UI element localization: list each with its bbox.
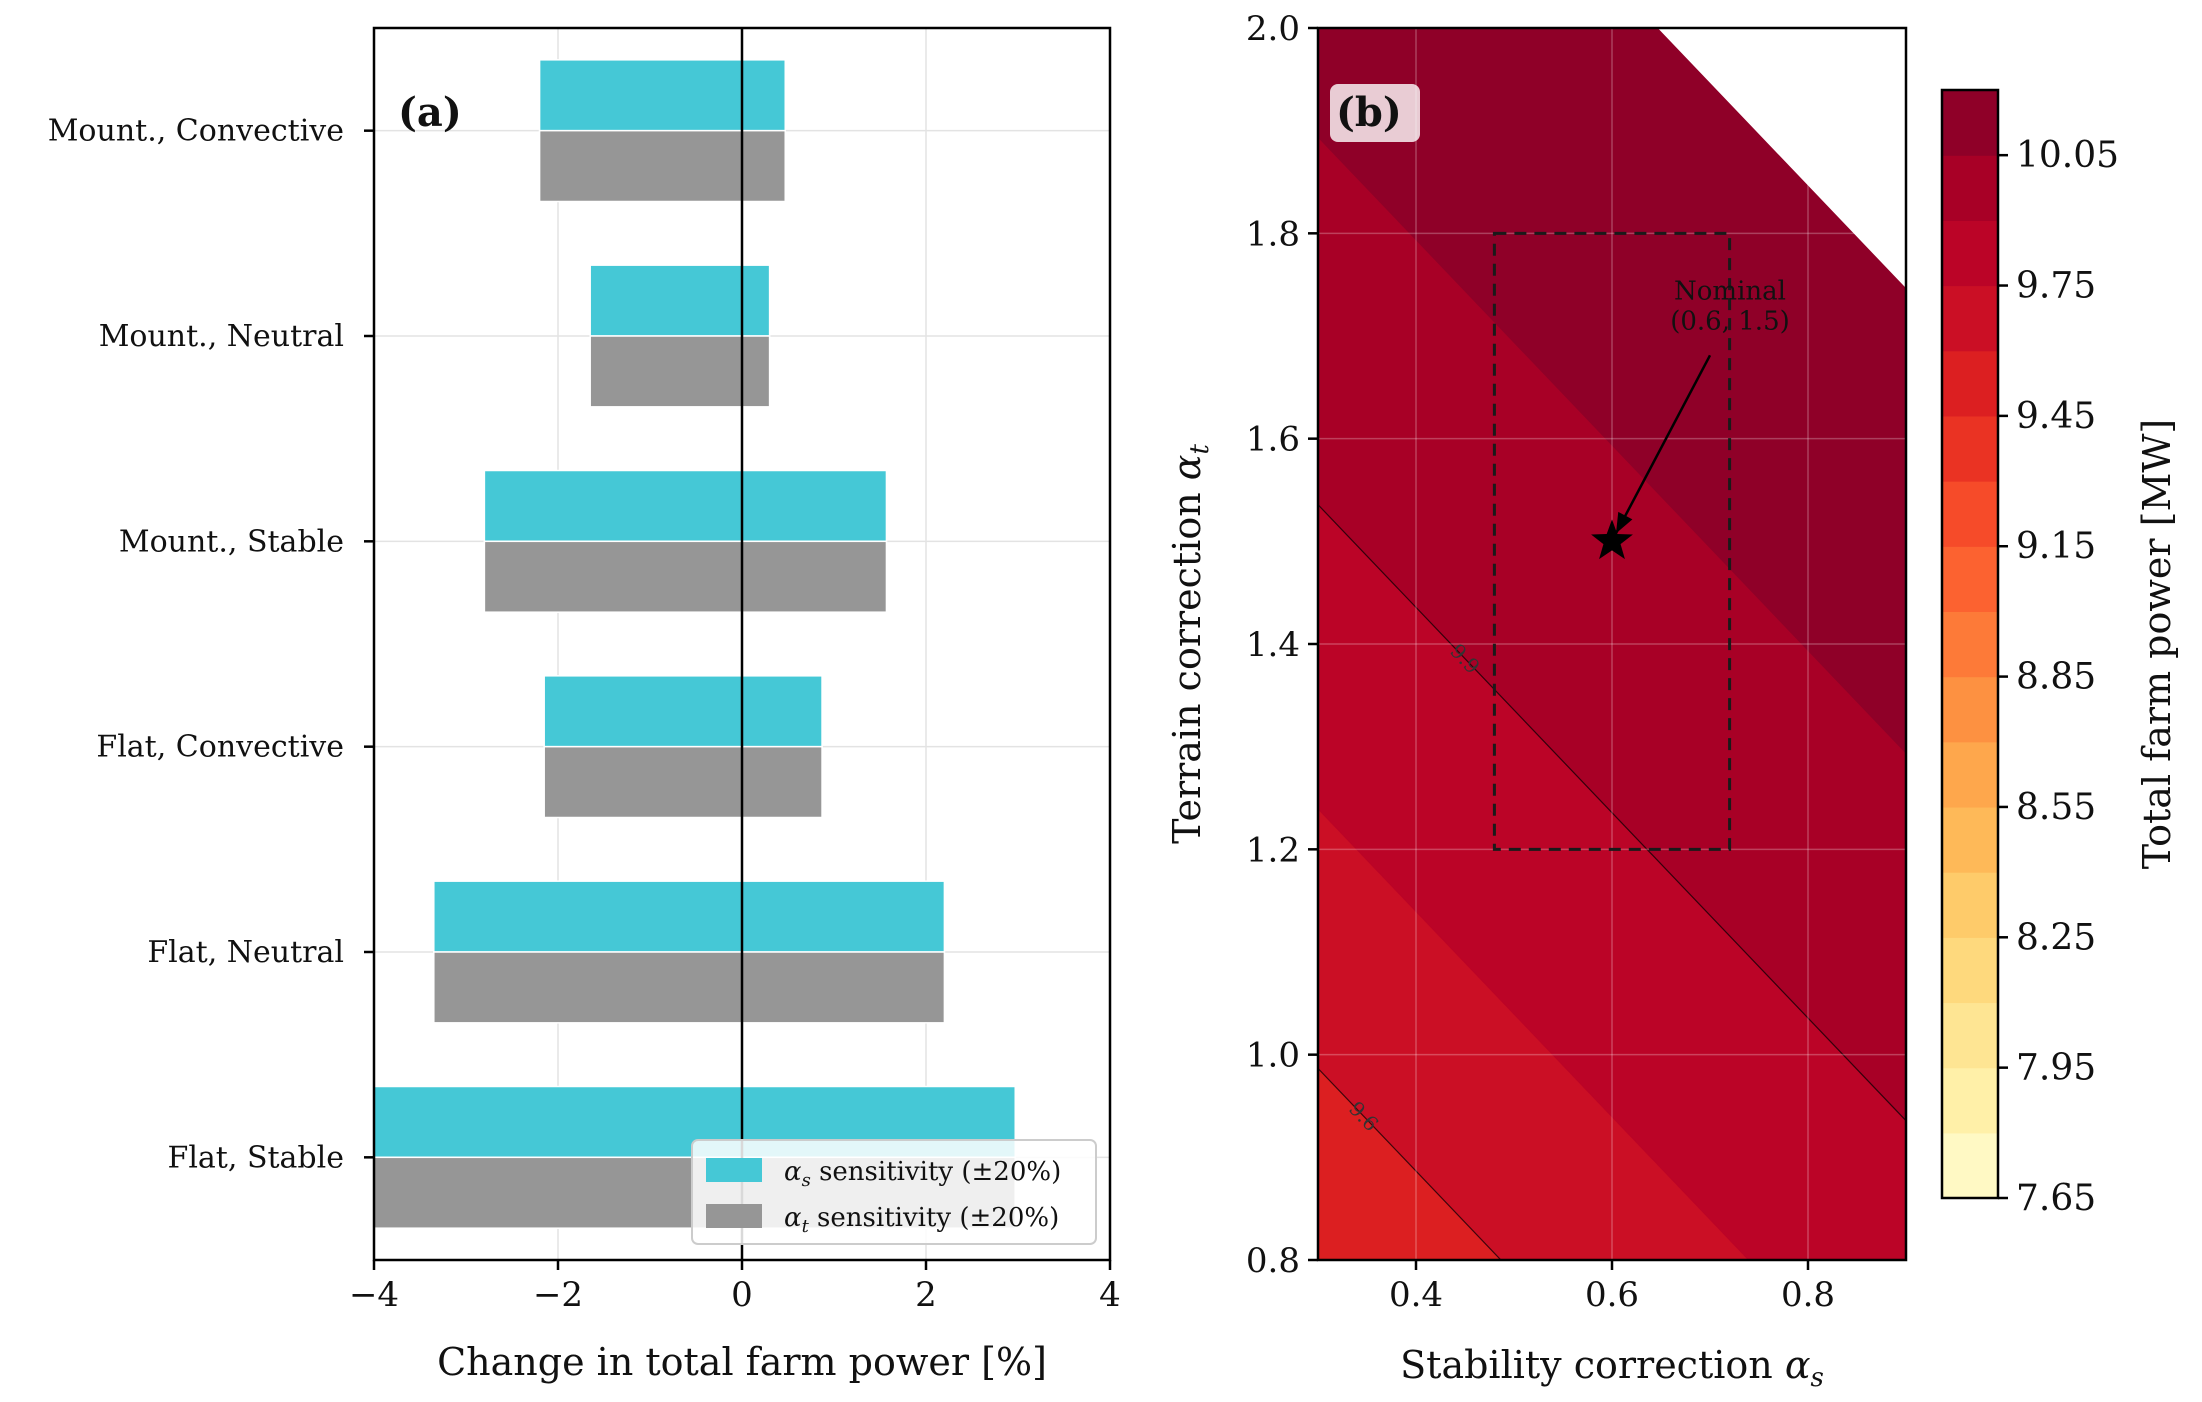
- y-tick-label: 1.0: [1246, 1036, 1300, 1076]
- category-labels: Mount., Convective Mount., Neutral Mount.,…: [48, 114, 374, 1175]
- category-label: Mount., Neutral: [99, 319, 344, 354]
- colorbar-label: Total farm power [MW]: [2135, 419, 2179, 870]
- colorbar-cell: [1942, 285, 1998, 352]
- colorbar-cell: [1942, 155, 1998, 221]
- x-tick-label: 0.6: [1585, 1275, 1639, 1315]
- colorbar-tick-label: 7.95: [2016, 1048, 2096, 1089]
- nominal-range-box: [1492, 231, 1732, 851]
- bar-alpha-t: [433, 951, 946, 1024]
- x-tick-label: 2: [915, 1275, 937, 1315]
- contour-lines: [1318, 504, 1906, 1260]
- colorbar-cell: [1942, 806, 1998, 873]
- contour-line: [1318, 1067, 1502, 1260]
- contour-grid: [1318, 28, 1906, 1260]
- bar-alpha-t: [543, 745, 823, 819]
- colorbar-tick-label: 9.75: [2016, 266, 2096, 307]
- colorbar-frame: [1940, 88, 2000, 1200]
- x-tick-label: 4: [1099, 1275, 1121, 1315]
- bar-alpha-t: [538, 129, 786, 203]
- y-tick-label: 1.6: [1246, 420, 1300, 460]
- category-label: Flat, Convective: [96, 730, 344, 765]
- colorbar-cell: [1942, 481, 1998, 547]
- panel-label-a: (a): [398, 89, 462, 136]
- legend-swatch-alpha-t: [706, 1204, 762, 1228]
- colorbar-cell: [1942, 676, 1998, 743]
- colorbar-ticks: 7.65 7.95 8.25 8.55 8.85 9.15 9.45 9.75 10.05: [1998, 135, 2119, 1219]
- contour-x-ticks: 0.4 0.6 0.8: [1389, 1260, 1835, 1315]
- y-tick-label: 0.8: [1246, 1241, 1300, 1281]
- category-label: Flat, Stable: [168, 1140, 344, 1175]
- contour-y-axis-label: Terrain correction αt: [1165, 444, 1215, 844]
- bar-alpha-s: [589, 264, 771, 337]
- legend-label-alpha-t: αt sensitivity (±20%): [784, 1203, 1059, 1237]
- bar-alpha-s: [433, 880, 946, 953]
- bar-alpha-s: [483, 469, 888, 543]
- tornado-frame: [372, 26, 1112, 1262]
- colorbar-tick-label: 9.45: [2016, 396, 2096, 437]
- colorbar-tick-label: 8.55: [2016, 787, 2096, 828]
- bar-alpha-t: [483, 540, 888, 613]
- colorbar-cells: [1942, 90, 1998, 1199]
- colorbar-cell: [1942, 1132, 1998, 1199]
- category-label: Flat, Neutral: [147, 935, 344, 970]
- colorbar-cell: [1942, 350, 1998, 417]
- colorbar-cell: [1942, 741, 1998, 808]
- colorbar-cell: [1942, 415, 1998, 482]
- contour-y-ticks: 0.8 1.0 1.2 1.4 1.6 1.8 2.0: [1246, 9, 1318, 1281]
- nominal-star-marker: [1591, 519, 1633, 560]
- colorbar-cell: [1942, 1067, 1998, 1134]
- x-tick-label: 0.4: [1389, 1275, 1443, 1315]
- x-tick-label: −4: [349, 1275, 399, 1315]
- category-label: Mount., Stable: [119, 524, 344, 559]
- x-axis-ticks: −4 −2 0 2 4: [349, 1260, 1121, 1315]
- y-tick-label: 1.8: [1246, 214, 1300, 254]
- colorbar-cell: [1942, 1002, 1998, 1069]
- y-tick-label: 1.2: [1246, 830, 1300, 870]
- panel-label-b-box: [1330, 84, 1420, 142]
- colorbar: 7.65 7.95 8.25 8.55 8.85 9.15 9.45 9.75 10.05 To…: [1940, 88, 2179, 1219]
- x-axis-label: Change in total farm power [%]: [437, 1340, 1047, 1384]
- colorbar-cell: [1942, 90, 1998, 156]
- colorbar-cell: [1942, 220, 1998, 287]
- contour-x-axis-label: Stability correction αs: [1400, 1343, 1824, 1393]
- legend-label-alpha-s: αs sensitivity (±20%): [784, 1157, 1061, 1191]
- colorbar-cell: [1942, 937, 1998, 1004]
- contour-line: [1318, 504, 1906, 1122]
- bar-alpha-s: [543, 675, 823, 748]
- colorbar-cell: [1942, 611, 1998, 678]
- x-tick-label: 0.8: [1781, 1275, 1835, 1315]
- contour-band: [1318, 28, 1906, 754]
- y-tick-label: 2.0: [1246, 9, 1300, 49]
- legend-box: [691, 1139, 1097, 1245]
- nominal-arrow: [1614, 354, 1712, 534]
- legend: αs sensitivity (±20%) αt sensitivity (±2…: [691, 1139, 1097, 1245]
- nominal-arrow-head: [1616, 511, 1633, 534]
- nominal-label: Nominal: [1674, 276, 1786, 306]
- x-tick-label: 0: [731, 1275, 753, 1315]
- nominal-annotation: Nominal (0.6, 1.5): [1591, 276, 1790, 560]
- colorbar-cell: [1942, 872, 1998, 938]
- colorbar-tick-label: 8.85: [2016, 657, 2096, 698]
- legend-swatch-alpha-s: [706, 1158, 762, 1182]
- colorbar-cell: [1942, 546, 1998, 613]
- panel-label-b: (b): [1336, 89, 1402, 136]
- x-tick-label: −2: [533, 1275, 583, 1315]
- y-tick-label: 1.4: [1246, 625, 1300, 665]
- colorbar-tick-label: 9.15: [2016, 526, 2096, 567]
- bar-alpha-t: [589, 335, 771, 408]
- category-label: Mount., Convective: [48, 114, 344, 149]
- tornado-chart: Mount., Convective Mount., Neutral Mount.,…: [48, 26, 1121, 1384]
- contour-chart: 9.69.9 Nominal (0.6, 1.5) 0.4 0.6 0.8 0.81…: [1165, 9, 2179, 1393]
- bar-alpha-s: [538, 59, 786, 132]
- nominal-coords: (0.6, 1.5): [1670, 306, 1790, 336]
- colorbar-tick-label: 8.25: [2016, 917, 2096, 958]
- colorbar-tick-label: 10.05: [2016, 135, 2119, 176]
- colorbar-tick-label: 7.65: [2016, 1178, 2096, 1219]
